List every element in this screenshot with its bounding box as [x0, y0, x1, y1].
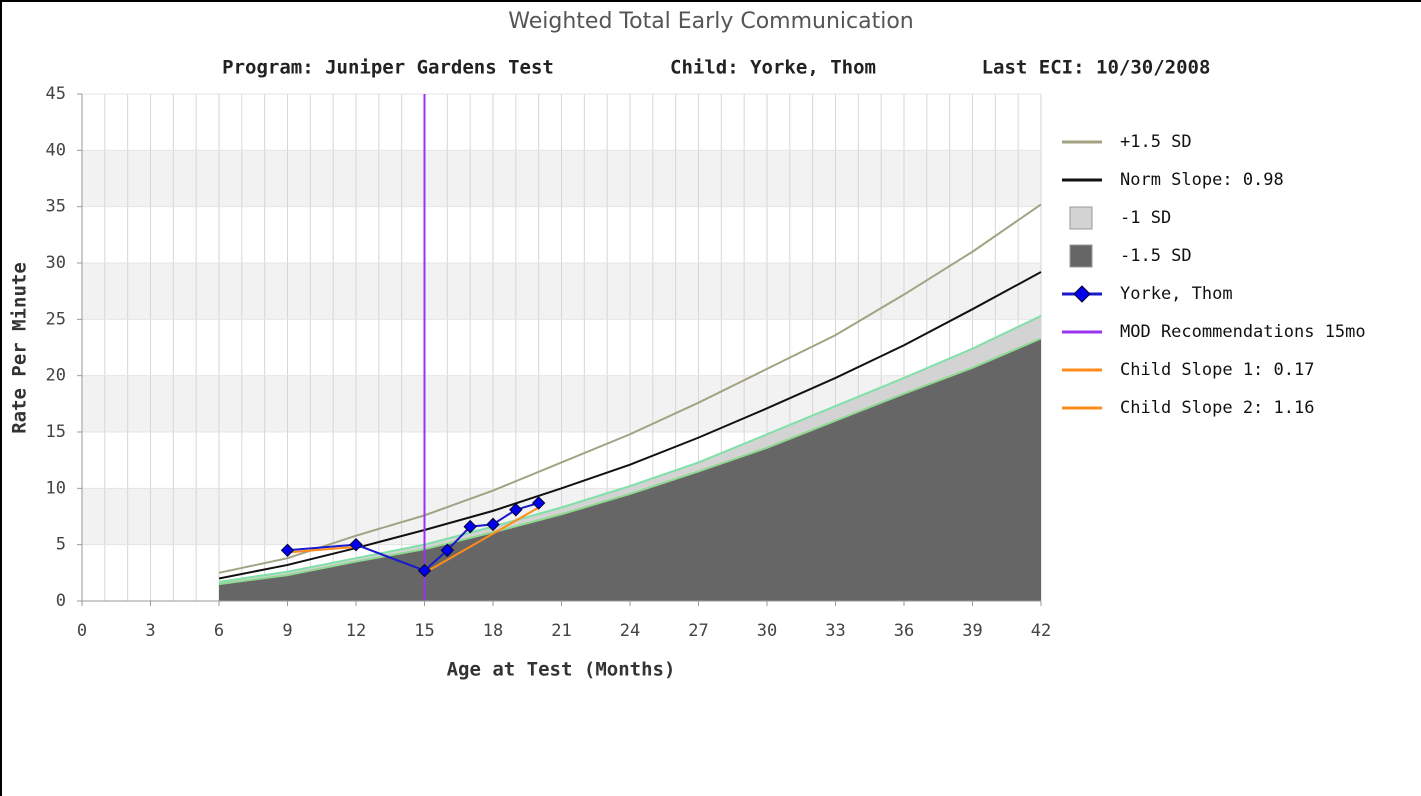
y-tick-label: 35: [46, 197, 66, 217]
legend-label: -1 SD: [1120, 208, 1171, 228]
x-tick-label: 18: [483, 621, 503, 641]
x-tick-label: 0: [77, 621, 87, 641]
line: [424, 506, 540, 574]
line: [287, 545, 357, 554]
x-tick-label: 30: [757, 621, 777, 641]
legend-label: Child Slope 2: 1.16: [1120, 398, 1314, 418]
y-axis-label: Rate Per Minute: [9, 262, 31, 434]
marker: [463, 519, 477, 534]
legend-label: Norm Slope: 0.98: [1120, 170, 1284, 190]
legend-label: +1.5 SD: [1120, 132, 1192, 152]
x-tick-label: 15: [414, 621, 434, 641]
x-tick-label: 36: [894, 621, 914, 641]
marker: [486, 517, 500, 532]
area: [219, 338, 1041, 601]
y-tick-label: 10: [46, 478, 66, 498]
marker: [440, 543, 455, 558]
x-tick-label: 27: [688, 621, 708, 641]
area-edge: [218, 337, 1042, 586]
legend-swatch: [1069, 206, 1093, 230]
x-tick-label: 6: [214, 621, 224, 641]
marker: [509, 503, 523, 517]
chart-title: Weighted Total Early Communication: [508, 9, 913, 34]
marker: [349, 537, 363, 552]
x-tick-label: 33: [825, 621, 845, 641]
y-tick-label: 25: [46, 309, 66, 329]
y-tick-label: 0: [56, 591, 66, 611]
marker: [280, 543, 295, 558]
y-tick-label: 30: [46, 253, 66, 273]
x-tick-label: 24: [620, 621, 640, 641]
legend-label: -1.5 SD: [1120, 246, 1192, 266]
legend-label: MOD Recommendations 15mo: [1120, 322, 1366, 342]
x-tick-label: 42: [1031, 621, 1051, 641]
x-tick-label: 3: [145, 621, 155, 641]
x-tick-label: 12: [346, 621, 366, 641]
line: [218, 203, 1042, 574]
legend-swatch: [1069, 244, 1093, 268]
legend-label: Yorke, Thom: [1120, 284, 1233, 304]
y-tick-label: 5: [56, 535, 66, 555]
y-tick-label: 20: [46, 366, 66, 386]
legend-marker: [1073, 285, 1091, 303]
area-edge: [218, 315, 1042, 583]
x-axis-label: Age at Test (Months): [447, 659, 676, 681]
legend-label: Child Slope 1: 0.17: [1120, 360, 1314, 380]
x-tick-label: 21: [551, 621, 571, 641]
marker: [417, 563, 432, 578]
subtitle: Program: Juniper Gardens Test: [222, 57, 554, 79]
y-tick-label: 45: [46, 84, 66, 104]
marker: [531, 496, 546, 510]
y-tick-label: 40: [46, 140, 66, 160]
subtitle: Child: Yorke, Thom: [670, 57, 876, 79]
x-tick-label: 39: [962, 621, 982, 641]
x-tick-label: 9: [282, 621, 292, 641]
y-tick-label: 15: [46, 422, 66, 442]
subtitle: Last ECI: 10/30/2008: [982, 57, 1211, 79]
